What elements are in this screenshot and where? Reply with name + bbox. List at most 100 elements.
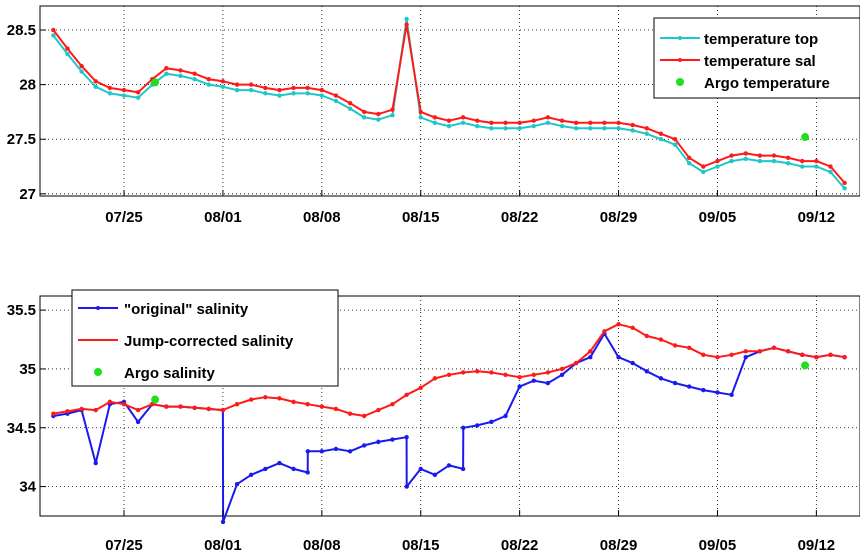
- temperature-top-marker: [489, 126, 494, 131]
- original-salinity-marker: [93, 460, 98, 466]
- argo-temperature-point: [801, 133, 810, 142]
- temperature-top-marker: [531, 123, 536, 129]
- jump-corrected-salinity-marker: [404, 392, 409, 398]
- legend-original-salinity-marker: [96, 306, 100, 310]
- temperature-top-marker: [248, 87, 254, 93]
- temperature-top-marker: [828, 169, 833, 175]
- legend-argo-temperature-label: Argo temperature: [704, 75, 830, 92]
- temperature-top-marker: [107, 91, 113, 96]
- temperature-y-tick-label: 28: [19, 77, 36, 94]
- salinity-x-tick-label: 08/08: [303, 537, 341, 554]
- original-salinity-marker: [432, 472, 438, 478]
- temperature-sal-marker: [616, 120, 621, 126]
- temperature-sal-marker: [545, 115, 551, 120]
- temperature-top-marker: [277, 93, 282, 98]
- jump-corrected-salinity-marker: [164, 404, 169, 409]
- temperature-sal-marker: [475, 118, 480, 123]
- temperature-top-marker: [376, 117, 381, 122]
- temperature-top-marker: [51, 33, 56, 38]
- jump-corrected-salinity-marker: [206, 406, 211, 412]
- jump-corrected-salinity-marker: [588, 349, 593, 354]
- temperature-top-marker: [630, 128, 635, 133]
- temperature-grid: [40, 6, 860, 196]
- legend-temperature-top-label: temperature top: [704, 31, 818, 48]
- temperature-sal-marker: [658, 131, 664, 136]
- temperature-sal-marker: [277, 87, 282, 93]
- temperature-top-marker: [291, 91, 296, 96]
- original-salinity-marker: [729, 392, 734, 398]
- temperature-sal-marker: [687, 155, 692, 160]
- temperature-sal-marker: [206, 76, 211, 82]
- temperature-sal-marker: [531, 118, 536, 123]
- temperature-sal-marker: [644, 126, 650, 131]
- temperature-top-marker: [93, 84, 98, 90]
- temperature-sal-marker: [404, 22, 409, 27]
- original-salinity-marker: [489, 419, 494, 425]
- original-salinity-marker: [404, 434, 409, 440]
- jump-corrected-salinity-marker: [192, 405, 197, 410]
- salinity-ticks: 07/25 08/01 08/08 08/15 08/22 08/29 09/05 09/12…: [7, 302, 835, 554]
- temperature-top-marker: [418, 115, 423, 120]
- salinity-legend-box: [71, 289, 339, 387]
- temperature-x-tick-label: 08/22: [501, 209, 539, 226]
- jump-corrected-salinity-marker: [602, 329, 607, 334]
- original-salinity-marker: [460, 466, 466, 472]
- temperature-sal-marker: [814, 158, 819, 164]
- salinity-y-tick-label: 35.5: [7, 302, 36, 319]
- salinity-x-tick-label: 08/15: [402, 537, 440, 554]
- temperature-sal-marker: [305, 85, 310, 91]
- original-salinity-marker: [291, 466, 296, 472]
- temperature-series: [51, 16, 847, 191]
- temperature-top-marker: [206, 82, 211, 87]
- legend-argo-salinity-marker: [94, 368, 102, 376]
- legend-argo-salinity-label: Argo salinity: [124, 365, 216, 382]
- temperature-sal-marker: [93, 79, 98, 84]
- temperature-top-marker: [559, 123, 565, 129]
- jump-corrected-salinity-marker: [248, 397, 254, 402]
- jump-corrected-salinity-marker: [277, 396, 282, 401]
- temperature-sal-marker: [263, 85, 268, 91]
- temperature-sal-marker: [588, 120, 593, 126]
- jump-corrected-salinity-marker: [446, 372, 452, 378]
- temperature-x-tick-label: 08/15: [402, 209, 440, 226]
- salinity-series: [51, 322, 847, 525]
- original-salinity-marker: [517, 384, 522, 389]
- temperature-sal-marker: [800, 158, 805, 164]
- temperature-y-tick-label: 27: [19, 186, 36, 203]
- temperature-sal-marker: [460, 115, 466, 120]
- jump-corrected-salinity-marker: [135, 407, 141, 413]
- temperature-top-marker: [319, 93, 325, 98]
- temperature-top-marker: [347, 106, 353, 111]
- temperature-sal-marker: [319, 87, 325, 93]
- temperature-top-marker: [545, 120, 551, 126]
- jump-corrected-salinity-marker: [390, 402, 395, 407]
- temperature-ticks: 07/25 08/01 08/08 08/15 08/22 08/29 09/05 09/12…: [7, 22, 835, 226]
- jump-corrected-salinity-marker: [220, 407, 226, 413]
- jump-corrected-salinity-marker: [687, 345, 692, 350]
- salinity-y-tick-label: 35: [19, 361, 36, 378]
- salinity-panel: 07/25 08/01 08/08 08/15 08/22 08/29 09/05 09/12…: [7, 289, 860, 554]
- temperature-sal-marker: [785, 155, 791, 160]
- temperature-top-marker: [460, 120, 466, 126]
- jump-corrected-salinity-marker: [376, 407, 381, 413]
- temperature-top-marker: [743, 156, 748, 162]
- temperature-sal-marker: [291, 85, 296, 91]
- jump-corrected-salinity-marker: [460, 370, 466, 375]
- temperature-top-marker: [503, 126, 508, 131]
- argo-salinity-point: [801, 361, 810, 370]
- salinity-x-tick-label: 08/29: [600, 537, 638, 554]
- temperature-sal-marker: [178, 68, 183, 73]
- temperature-x-tick-label: 08/08: [303, 209, 341, 226]
- original-salinity-marker: [701, 387, 706, 393]
- jump-corrected-salinity-marker: [715, 354, 720, 360]
- original-salinity-marker: [545, 380, 551, 386]
- temperature-panel: 07/25 08/01 08/08 08/15 08/22 08/29 09/05 09/12…: [7, 5, 860, 226]
- jump-corrected-salinity-marker: [432, 376, 438, 381]
- temperature-y-tick-label: 27.5: [7, 131, 36, 148]
- legend-temperature-sal-label: temperature sal: [704, 53, 816, 70]
- temperature-sal-marker: [446, 118, 452, 123]
- temperature-sal-marker: [333, 93, 339, 98]
- salinity-x-tick-label: 07/25: [105, 537, 143, 554]
- temperature-sal-marker: [51, 27, 56, 33]
